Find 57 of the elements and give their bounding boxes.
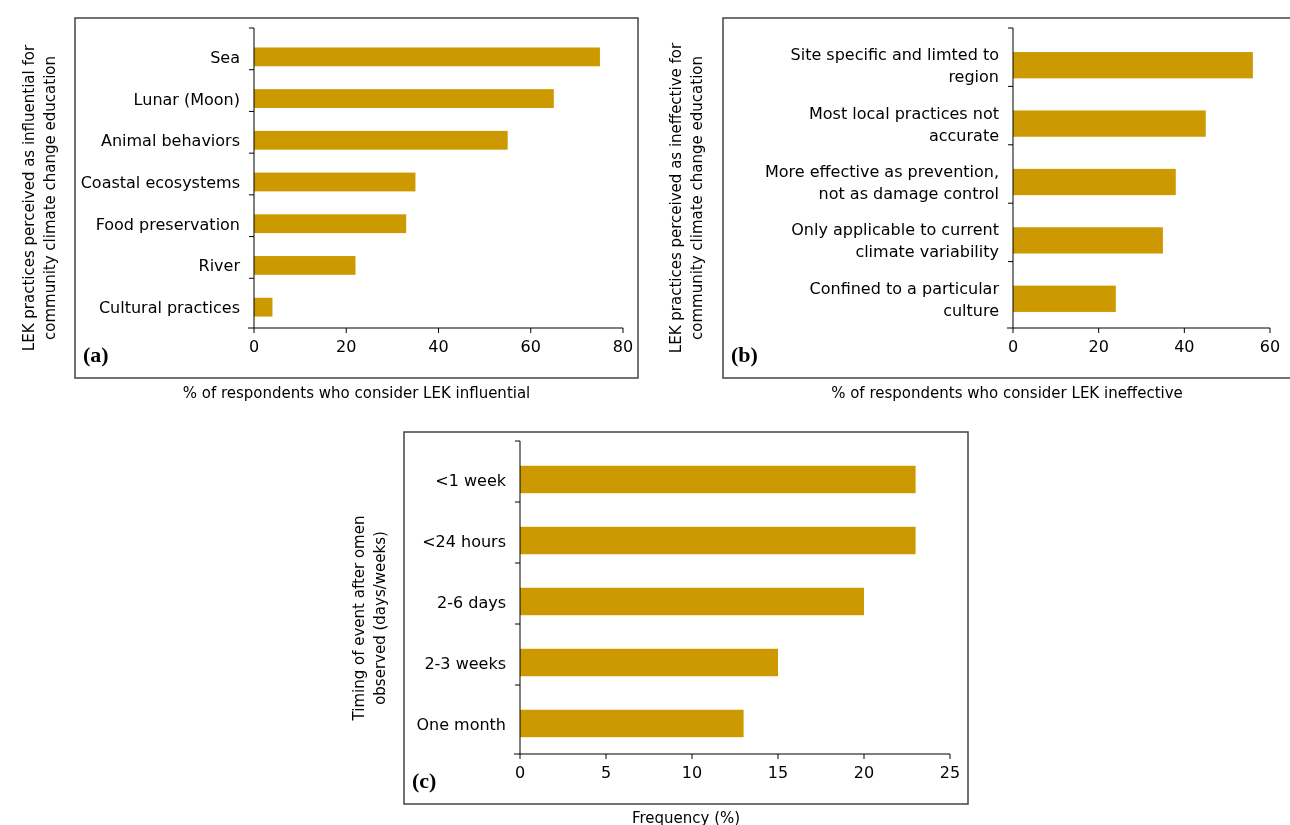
bar <box>1013 168 1176 196</box>
x-tick-label: 40 <box>428 337 449 356</box>
x-tick-label: 0 <box>248 337 260 356</box>
x-tick-label: 80 <box>612 337 634 356</box>
bar <box>520 648 778 677</box>
x-tick-label: 25 <box>939 763 961 782</box>
bar <box>254 256 356 275</box>
x-axis-title: % of respondents who consider LEK influential <box>182 384 531 402</box>
y-tick-label: Coastal ecosystems <box>80 172 240 192</box>
bar <box>1013 110 1206 137</box>
bar <box>254 172 416 192</box>
y-tick-label: <24 hours <box>422 531 506 550</box>
x-tick-label: 60 <box>1259 337 1281 356</box>
y-tick-label: <1 week <box>435 470 507 489</box>
y-tick-label: 2-3 weeks <box>424 653 506 672</box>
y-tick-label: Site specific and limted to region <box>790 44 999 86</box>
y-tick-label: Food preservation <box>95 214 240 234</box>
y-tick-label: Confined to a particular culture <box>809 278 1000 320</box>
bar <box>520 526 916 555</box>
x-tick-label: 40 <box>1174 337 1195 356</box>
bar <box>254 47 600 67</box>
y-tick-label: Only applicable to current climate variability <box>791 219 999 261</box>
text: (c) <box>412 768 437 793</box>
bar <box>520 465 916 494</box>
x-tick-label: 10 <box>681 763 703 782</box>
y-tick-label: Lunar (Moon) <box>133 89 240 109</box>
bar <box>1013 227 1163 254</box>
x-tick-label: 0 <box>1007 337 1019 356</box>
y-tick-label: One month <box>416 714 506 733</box>
bar <box>254 214 407 234</box>
bar <box>1013 52 1253 79</box>
bar <box>254 89 554 108</box>
y-tick-label: 2-6 days <box>437 592 506 611</box>
x-tick-label: 15 <box>767 763 789 782</box>
x-axis-title: % of respondents who consider LEK ineffective <box>831 384 1183 402</box>
text: (b) <box>731 342 758 367</box>
y-tick-label: Cultural practices <box>98 297 240 317</box>
text: (a) <box>83 342 109 367</box>
x-tick-label: 5 <box>600 763 612 782</box>
y-tick-label: Most local practices not accurate <box>809 103 999 145</box>
bar <box>520 709 744 738</box>
y-axis-title: LEK practices perceived as influential for community climate change education <box>20 44 59 352</box>
x-tick-label: 20 <box>336 337 357 356</box>
y-tick-label: Animal behaviors <box>100 130 240 150</box>
x-tick-label: 20 <box>853 763 875 782</box>
bar <box>254 130 508 150</box>
y-tick-label: River <box>198 255 241 275</box>
bar <box>520 587 864 616</box>
x-tick-label: 0 <box>514 763 526 782</box>
bar <box>1013 285 1116 312</box>
x-tick-label: 60 <box>520 337 541 356</box>
y-axis-title: Timing of event after omen observed (days/weeks) <box>350 515 389 722</box>
y-tick-label: Sea <box>210 47 240 67</box>
bar <box>254 297 273 317</box>
x-tick-label: 20 <box>1088 337 1109 356</box>
y-tick-label: More effective as prevention, not as damage control <box>764 161 999 203</box>
y-axis-title: LEK practices perceived as ineffective for community climate change education <box>667 42 706 354</box>
